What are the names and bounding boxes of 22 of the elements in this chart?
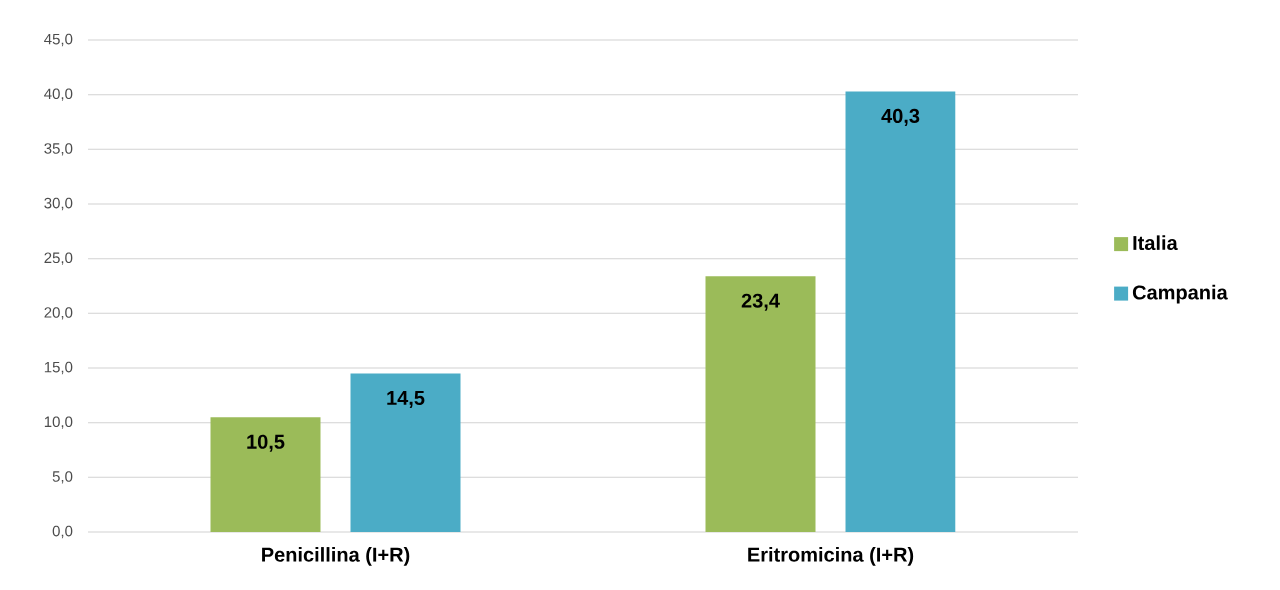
y-tick-label: 10,0 [44, 416, 73, 429]
y-tick-label: 45,0 [44, 33, 73, 47]
data-label: 23,4 [741, 293, 780, 311]
bar [210, 417, 321, 532]
y-tick-label: 35,0 [44, 143, 73, 156]
x-tick-label: Penicillina (I+R) [262, 547, 410, 566]
y-tick-label: 5,0 [52, 471, 73, 484]
y-tick-label: 0,0 [52, 525, 73, 539]
y-tick-label: 20,0 [44, 307, 73, 320]
data-label: 10,5 [247, 434, 285, 452]
legend-label: Italia [1133, 235, 1178, 251]
bar [350, 373, 461, 532]
bar [845, 91, 956, 532]
data-label: 14,5 [387, 391, 425, 408]
data-label: 40,3 [881, 108, 920, 126]
y-tick-label: 40,0 [44, 88, 73, 101]
x-tick-label: Eritromicina (I+R) [748, 547, 914, 566]
y-tick-label: 30,0 [44, 197, 73, 211]
y-tick-label: 15,0 [44, 361, 73, 375]
bar [705, 276, 816, 532]
y-tick-label: 25,0 [44, 252, 73, 265]
legend-label: Campania [1132, 284, 1228, 304]
